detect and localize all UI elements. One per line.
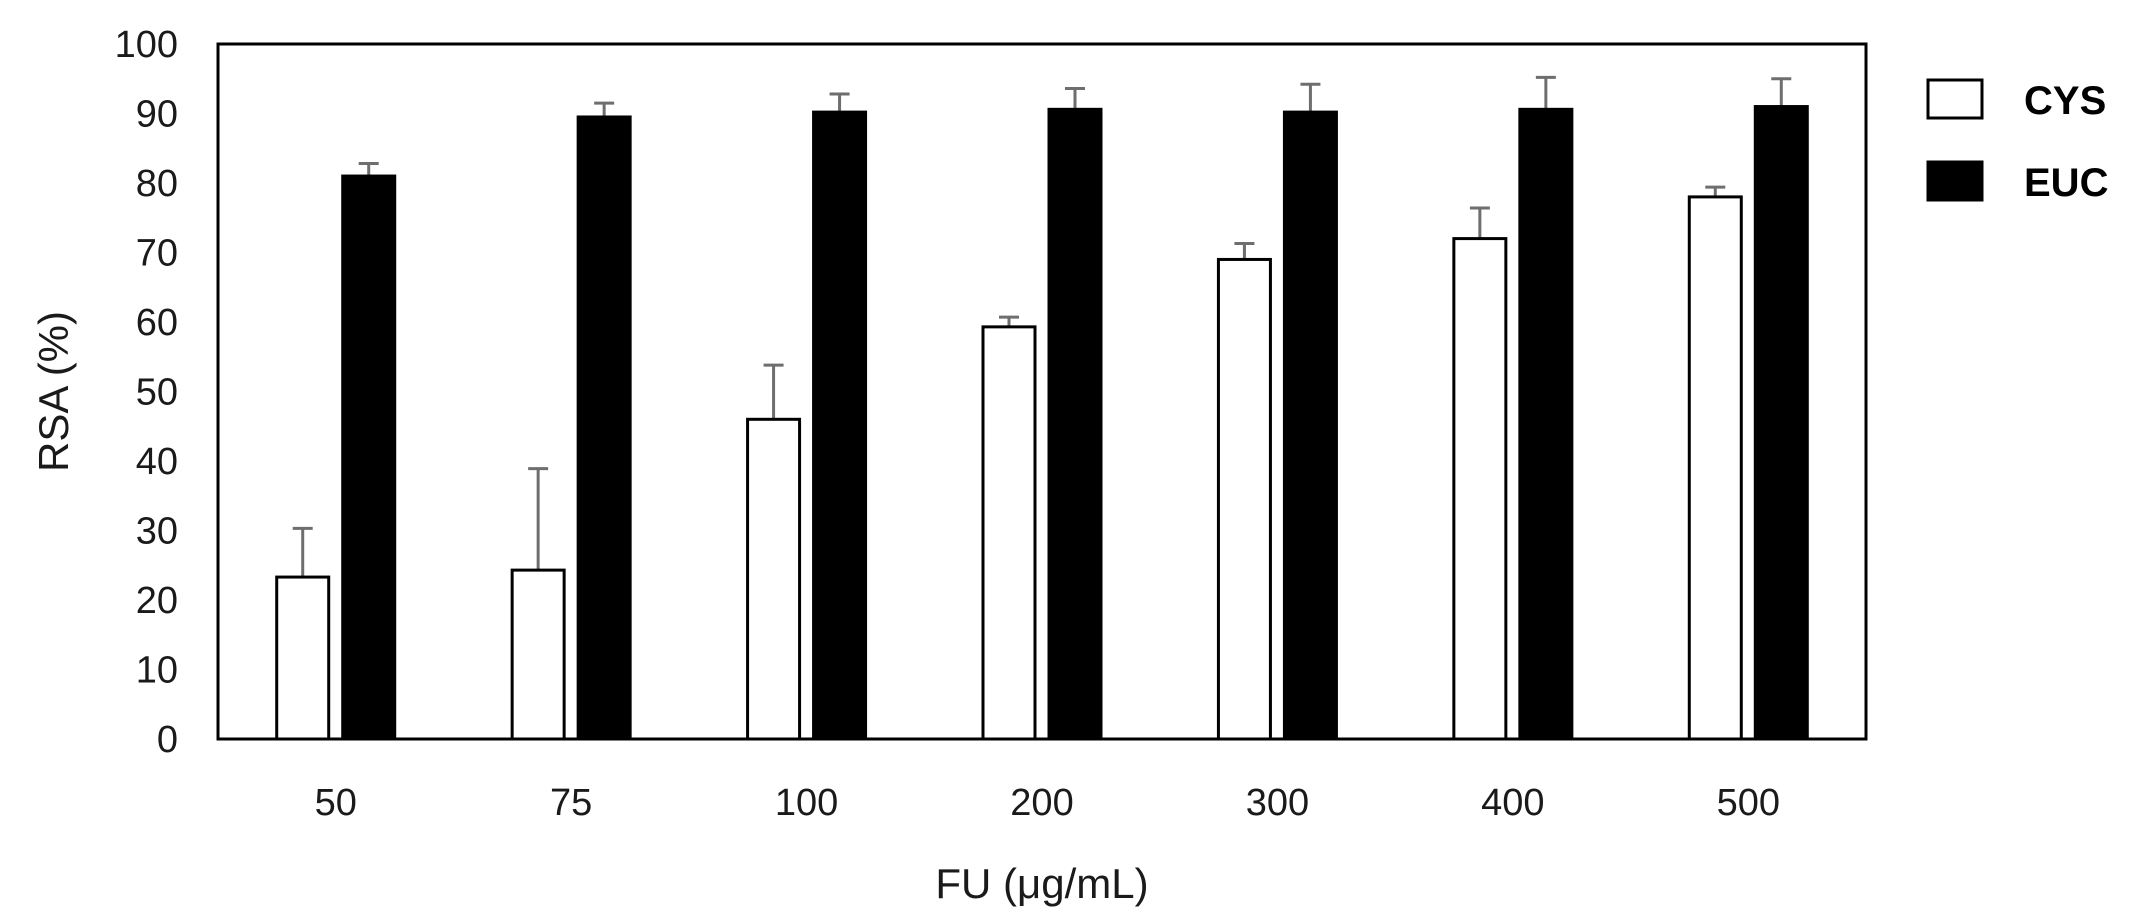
y-tick-label: 0 — [157, 719, 178, 761]
bar-euc — [1518, 107, 1574, 741]
bar-euc — [1753, 105, 1809, 741]
x-axis-label: FU (μg/mL) — [935, 860, 1148, 907]
x-tick-label: 200 — [1010, 782, 1073, 824]
plot-frame — [216, 42, 1868, 741]
bar-euc — [1282, 110, 1338, 741]
legend-swatch-cys — [1926, 78, 1984, 120]
bar-cys — [1687, 195, 1743, 741]
bar-euc — [812, 110, 868, 741]
y-tick-label: 80 — [136, 163, 178, 205]
bar-cys — [510, 568, 566, 741]
x-tick-label: 400 — [1481, 782, 1544, 824]
bar-cys — [746, 417, 802, 741]
bar-cys — [1216, 257, 1272, 741]
y-tick-label: 10 — [136, 650, 178, 692]
legend-swatch-euc — [1926, 160, 1984, 202]
bar-cys — [1452, 237, 1508, 741]
y-axis-ticks: 0 10 20 30 40 50 60 70 80 90 100 — [115, 24, 178, 761]
x-tick-label: 300 — [1246, 782, 1309, 824]
x-tick-label: 75 — [550, 782, 592, 824]
y-tick-label: 40 — [136, 441, 178, 483]
y-tick-label: 20 — [136, 580, 178, 622]
y-tick-label: 50 — [136, 372, 178, 414]
bar-cys — [275, 575, 331, 741]
legend-label-euc: EUC — [2024, 161, 2108, 205]
y-tick-label: 100 — [115, 24, 178, 66]
x-axis-ticks: 50 75 100 200 300 400 500 — [315, 782, 1780, 824]
bar-cys — [981, 325, 1037, 741]
y-tick-label: 60 — [136, 302, 178, 344]
bar-euc — [341, 174, 397, 741]
legend: CYS EUC — [1926, 78, 2108, 205]
bar-euc — [1047, 107, 1103, 741]
x-tick-label: 50 — [315, 782, 357, 824]
y-axis-label: RSA (%) — [30, 311, 77, 472]
y-tick-label: 90 — [136, 94, 178, 136]
y-tick-label: 70 — [136, 233, 178, 275]
x-tick-label: 500 — [1717, 782, 1780, 824]
y-tick-label: 30 — [136, 511, 178, 553]
legend-label-cys: CYS — [2024, 79, 2106, 123]
bar-marks — [275, 75, 1809, 741]
bar-euc — [576, 115, 632, 741]
x-tick-label: 100 — [775, 782, 838, 824]
